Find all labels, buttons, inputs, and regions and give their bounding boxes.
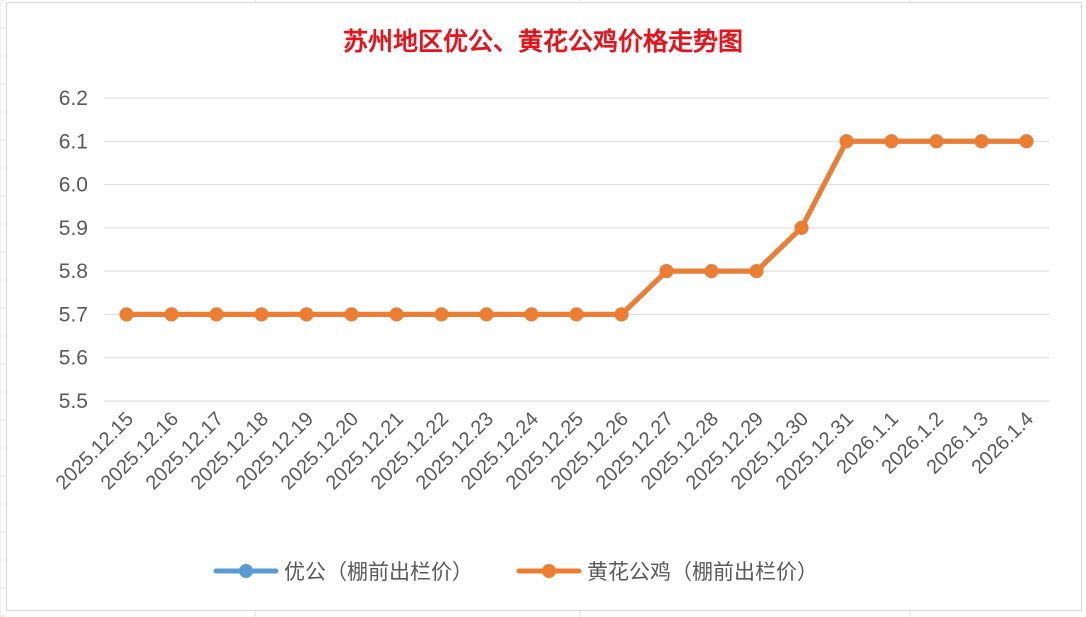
data-point[interactable] [390, 307, 404, 321]
y-tick-label: 5.7 [59, 303, 88, 326]
y-axis-tick-labels: 6.2 6.1 6.0 5.9 5.8 5.7 5.6 5.5 [59, 87, 88, 413]
data-point[interactable] [165, 307, 179, 321]
data-point[interactable] [570, 307, 584, 321]
data-point[interactable] [1020, 134, 1034, 148]
data-point[interactable] [840, 134, 854, 148]
legend-label: 黄花公鸡（棚前出栏价） [587, 560, 818, 584]
data-point[interactable] [300, 307, 314, 321]
legend: 优公（棚前出栏价） 黄花公鸡（棚前出栏价） [216, 560, 818, 584]
data-point[interactable] [705, 264, 719, 278]
data-point[interactable] [660, 264, 674, 278]
data-point[interactable] [930, 134, 944, 148]
y-tick-label: 6.1 [59, 130, 88, 153]
legend-item[interactable]: 黄花公鸡（棚前出栏价） [519, 560, 818, 584]
data-point[interactable] [345, 307, 359, 321]
y-tick-label: 5.5 [59, 390, 88, 413]
data-point[interactable] [795, 221, 809, 235]
y-tick-label: 5.6 [59, 347, 88, 370]
y-tick-label: 5.9 [59, 217, 88, 240]
data-point[interactable] [480, 307, 494, 321]
legend-item[interactable]: 优公（棚前出栏价） [216, 560, 473, 584]
data-point[interactable] [615, 307, 629, 321]
chart-title: 苏州地区优公、黄花公鸡价格走势图 [343, 27, 743, 56]
data-point[interactable] [975, 134, 989, 148]
data-point[interactable] [885, 134, 899, 148]
data-point[interactable] [120, 307, 134, 321]
data-point[interactable] [210, 307, 224, 321]
legend-swatch-marker [239, 564, 253, 578]
legend-swatch-marker [542, 564, 556, 578]
data-point[interactable] [525, 307, 539, 321]
data-point[interactable] [750, 264, 764, 278]
y-tick-label: 6.2 [59, 87, 88, 110]
data-point[interactable] [255, 307, 269, 321]
x-axis-tick-labels: 2025.12.152025.12.162025.12.172025.12.18… [52, 408, 1038, 494]
legend-label: 优公（棚前出栏价） [284, 560, 473, 584]
data-point[interactable] [435, 307, 449, 321]
y-tick-label: 5.8 [59, 260, 88, 283]
y-tick-label: 6.0 [59, 174, 88, 197]
